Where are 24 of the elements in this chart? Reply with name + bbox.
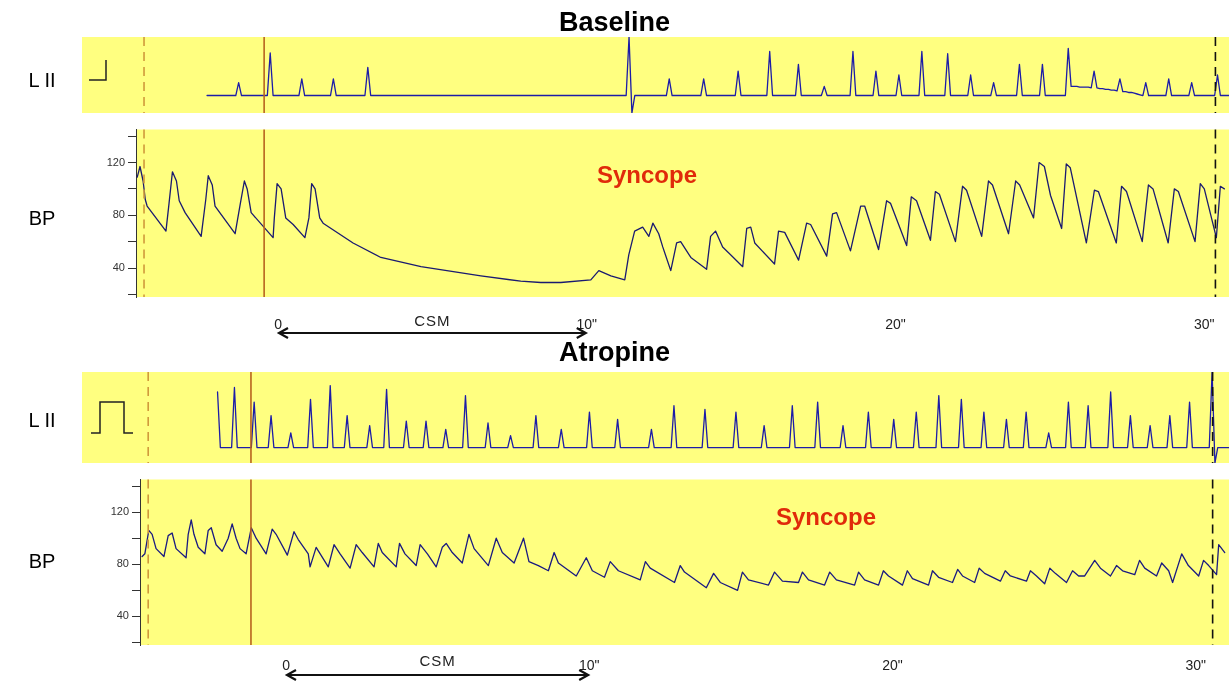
chart-title: Atropine [558,337,671,367]
y-axis-title: BP [27,206,57,230]
y-axis-title: L II [27,408,57,432]
y-tick-label: 80 [112,208,125,221]
y-tick-label: 80 [116,557,129,570]
x-tick-label: 30" [1185,657,1206,674]
y-tick-label: 40 [116,609,129,622]
x-tick-label: 0 [282,657,291,674]
y-axis-title: L II [27,68,57,92]
annotation: Syncope [596,161,698,189]
x-tick-label: 10" [579,657,600,674]
y-tick-label: 40 [112,261,125,274]
x-tick-label: 30" [1194,316,1215,333]
y-axis-title: BP [27,549,57,573]
chart-title: Baseline [557,7,672,37]
text: CSM [414,311,451,329]
x-tick-label: 20" [885,316,906,333]
x-tick-label: 20" [882,657,903,674]
text: CSM [419,651,456,669]
x-tick-label: 10" [576,316,598,333]
y-tick-label: 120 [106,155,125,168]
x-tick-label: 0 [274,316,283,333]
annotation: Syncope [775,503,877,531]
y-tick-label: 120 [110,505,129,518]
